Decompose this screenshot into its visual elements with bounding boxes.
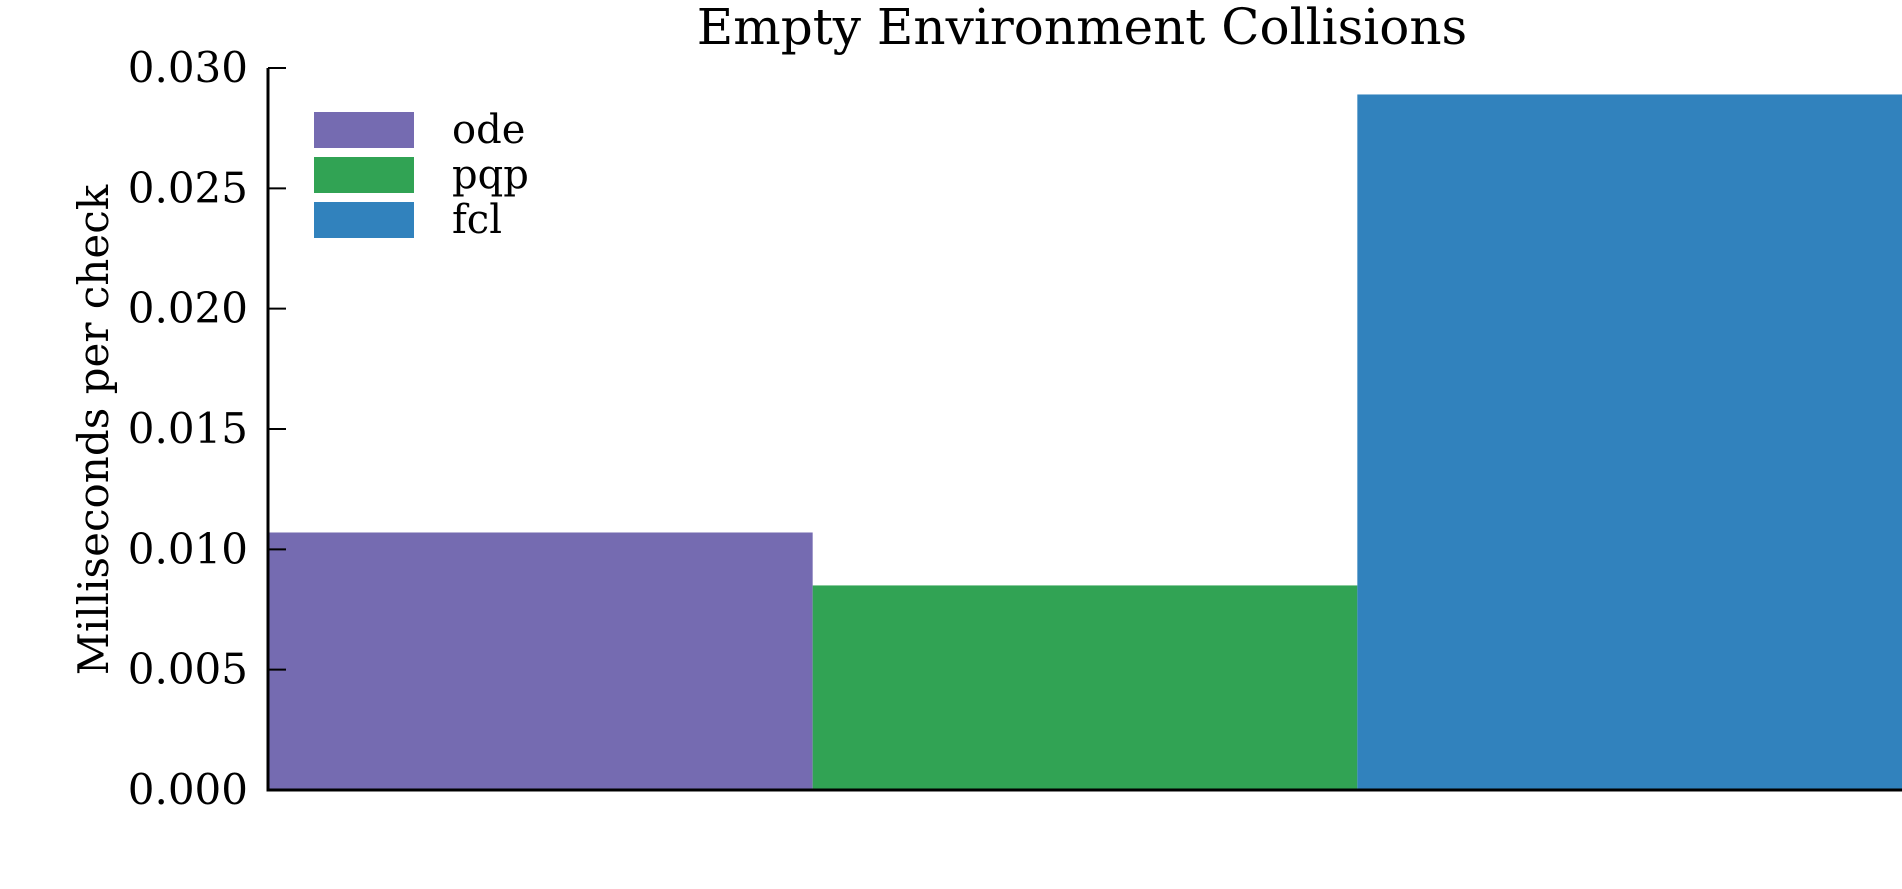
y-tick-label: 0.005 (128, 645, 248, 694)
bars-layer (268, 94, 1902, 791)
legend-label-ode: ode (452, 107, 525, 153)
y-tick-label: 0.030 (128, 43, 248, 92)
y-tick-label: 0.000 (128, 765, 248, 814)
bar-fcl (1357, 94, 1902, 791)
axes-layer: 0.000 0.005 0.010 0.015 0.020 0.025 0.030 (128, 43, 1902, 814)
y-tick-label: 0.015 (128, 404, 248, 453)
legend-swatch-pqp (314, 157, 414, 193)
y-tick-label: 0.020 (128, 284, 248, 333)
legend-label-fcl: fcl (452, 197, 502, 243)
y-tick-label: 0.010 (128, 524, 248, 573)
y-axis-label: Milliseconds per check (69, 184, 118, 675)
bar-ode (268, 532, 813, 790)
bar-pqp (812, 585, 1358, 790)
legend-swatch-fcl (314, 202, 414, 238)
chart-title: Empty Environment Collisions (697, 0, 1467, 56)
legend-swatch-ode (314, 112, 414, 148)
y-tick-label: 0.025 (128, 163, 248, 212)
legend-label-pqp: pqp (452, 152, 529, 198)
